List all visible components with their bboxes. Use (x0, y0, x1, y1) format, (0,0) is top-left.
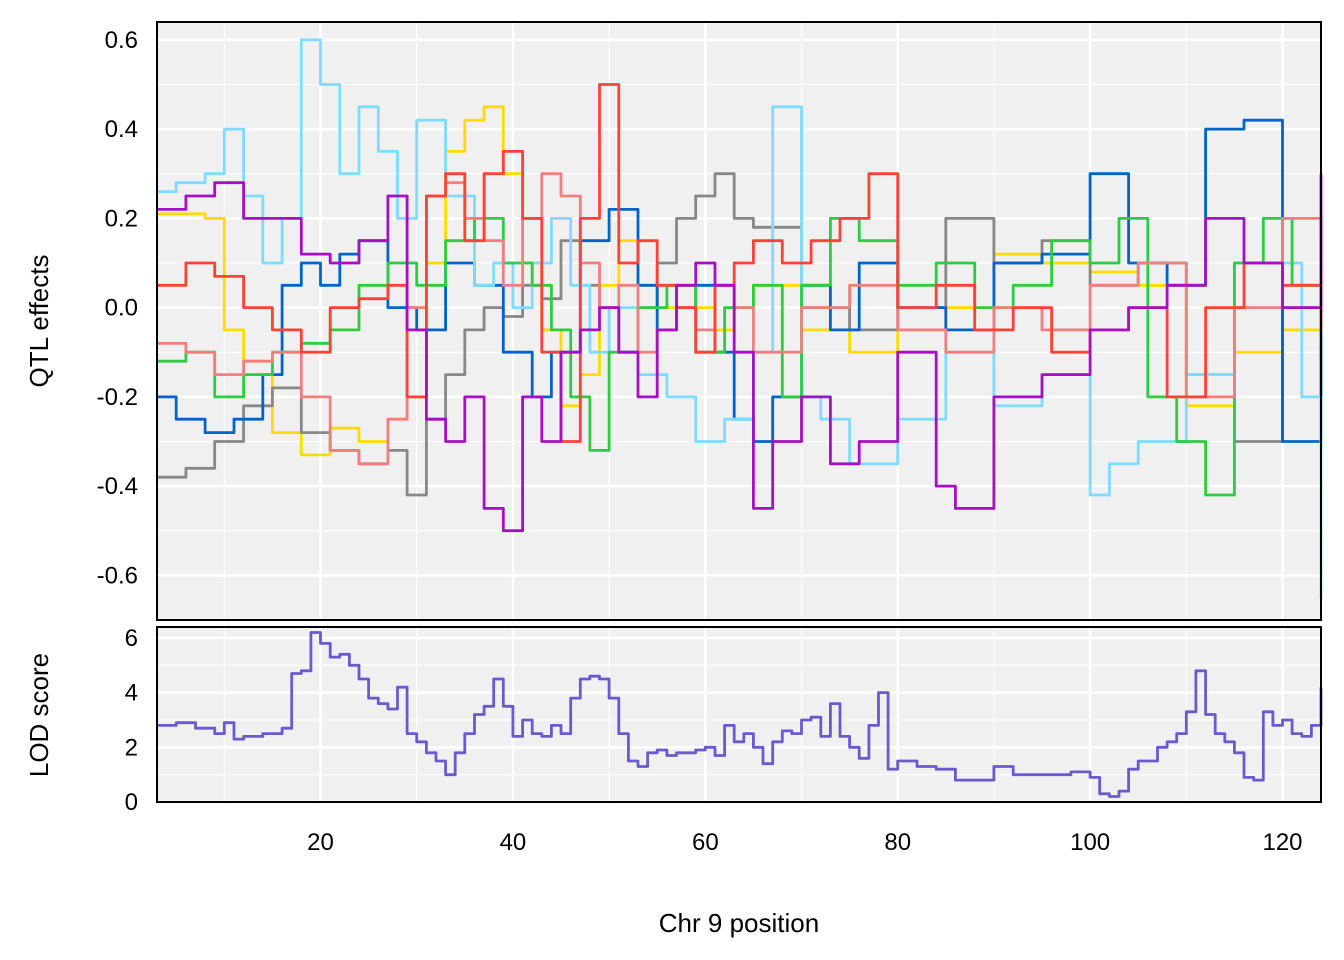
effects-plot-frame (156, 21, 1322, 621)
lod-y-axis-label: LOD score (24, 653, 54, 777)
lod-y-tick-label: 4 (125, 680, 138, 707)
effects-y-tick-label: 0.2 (105, 205, 138, 232)
x-tick-label: 60 (692, 829, 719, 856)
lod-panel: 0 2 4 6 20 40 60 80 100 120 LOD score Chr 9 posi… (24, 625, 1323, 938)
lod-x-tick-labels: 20 40 60 80 100 120 (307, 829, 1302, 856)
lod-plot-background (157, 627, 1321, 802)
x-tick-label: 120 (1262, 829, 1302, 856)
x-tick-label: 20 (307, 829, 334, 856)
x-axis-label: Chr 9 position (659, 908, 819, 938)
lod-series-line-1 (157, 631, 1323, 798)
effects-y-tick-label: 0.6 (105, 27, 138, 54)
x-tick-label: 100 (1070, 829, 1110, 856)
lod-y-tick-labels: 0 2 4 6 (125, 625, 138, 816)
lod-y-tick-label: 0 (125, 789, 138, 816)
effects-y-tick-label: -0.6 (97, 562, 138, 589)
effects-y-tick-label: 0.0 (105, 295, 138, 322)
effects-series-line-8 (157, 173, 1323, 533)
effects-y-tick-label: 0.4 (105, 116, 138, 143)
effects-plot-background (157, 22, 1321, 620)
lod-y-tick-label: 6 (125, 625, 138, 652)
effects-y-axis-label: QTL effects (24, 255, 54, 388)
effects-series-group (157, 38, 1323, 598)
effects-y-tick-labels: -0.6 -0.4 -0.2 0.0 0.2 0.4 0.6 (97, 27, 138, 590)
lod-y-tick-label: 2 (125, 734, 138, 761)
effects-y-tick-label: -0.4 (97, 473, 138, 500)
lod-series-group (157, 631, 1323, 798)
lod-plot-frame (156, 626, 1322, 803)
effects-series-line-7 (157, 83, 1323, 443)
x-tick-label: 40 (500, 829, 527, 856)
effects-panel: -0.6 -0.4 -0.2 0.0 0.2 0.4 0.6 QTL effects (24, 21, 1323, 621)
x-tick-label: 80 (884, 829, 911, 856)
effects-y-tick-label: -0.2 (97, 384, 138, 411)
